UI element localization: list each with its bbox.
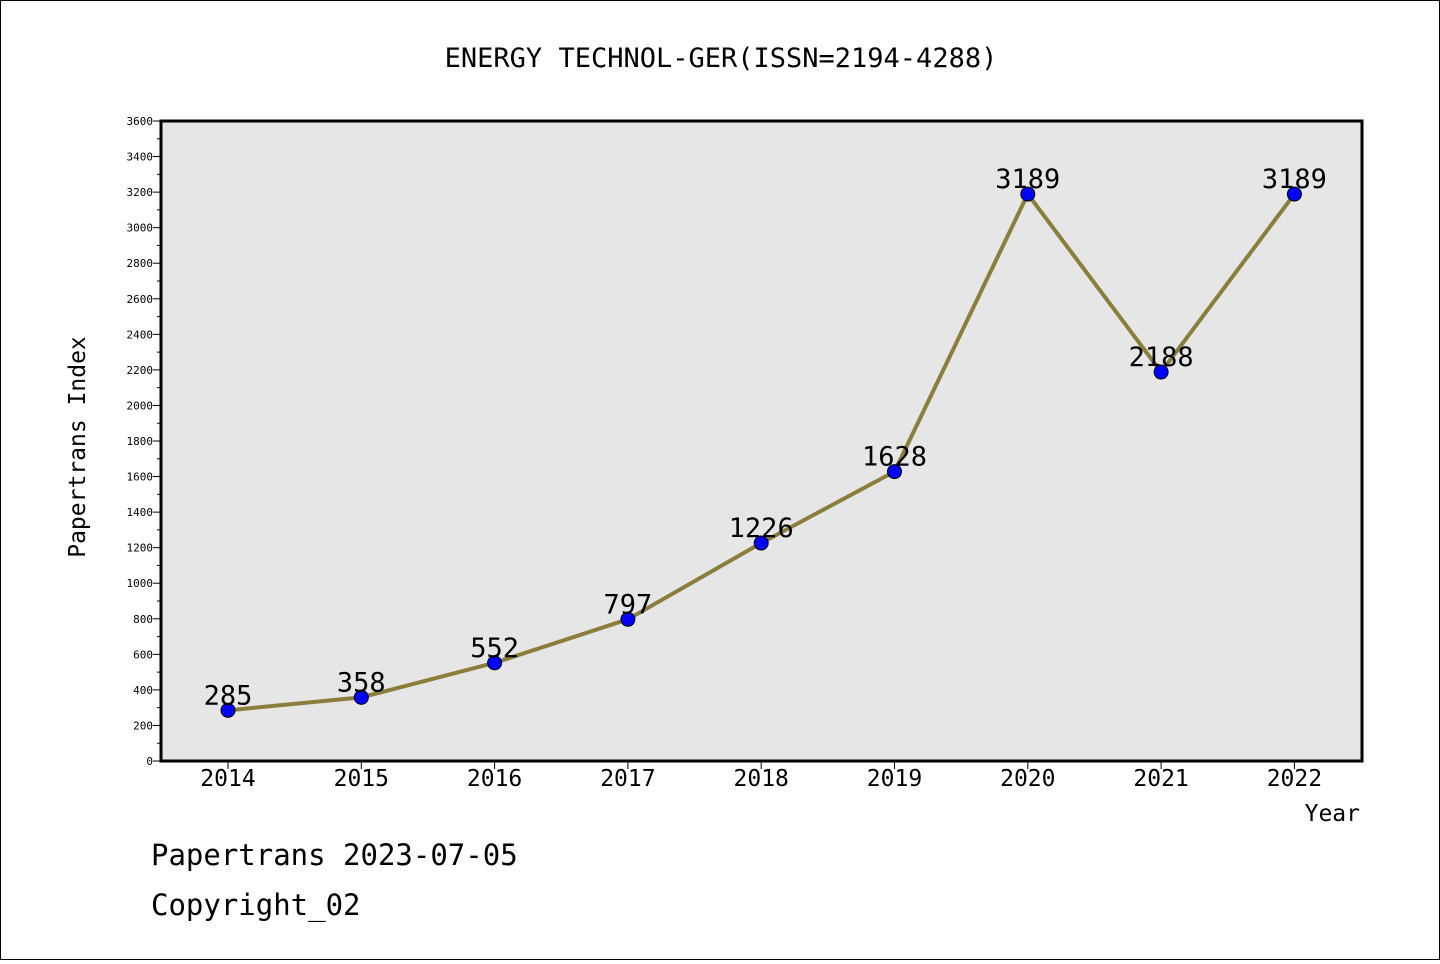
data-label: 3189 <box>1262 164 1327 195</box>
y-tick-label: 0 <box>146 755 153 768</box>
y-axis: 0 200 400 600 800 1000 1200 1400 1600 1800 2000 220… <box>127 115 161 768</box>
data-point <box>220 702 236 718</box>
y-tick-label: 600 <box>133 648 153 661</box>
data-label: 1226 <box>729 513 794 544</box>
data-label: 358 <box>337 667 386 698</box>
footer-stamp: Papertrans 2023-07-05 <box>151 838 518 872</box>
data-label: 3189 <box>995 164 1060 195</box>
y-tick-label: 1600 <box>127 471 154 484</box>
y-tick-label: 800 <box>133 613 153 626</box>
x-tick-label: 2019 <box>867 766 922 792</box>
x-tick-label: 2015 <box>334 766 389 792</box>
data-point <box>753 535 769 551</box>
x-tick-label: 2016 <box>467 766 522 792</box>
x-tick-label: 2021 <box>1133 766 1188 792</box>
x-axis: 2014 2015 2016 2017 2018 2019 2020 2021 2022 <box>200 761 1322 792</box>
data-point <box>620 611 636 627</box>
footer-copyright: Copyright_02 <box>151 888 361 923</box>
data-label: 2188 <box>1129 342 1194 373</box>
data-label: 797 <box>604 589 653 620</box>
y-tick-label: 2600 <box>127 293 154 306</box>
series-markers <box>220 186 1302 718</box>
x-tick-label: 2020 <box>1000 766 1055 792</box>
y-tick-label: 1800 <box>127 435 154 448</box>
y-tick-label: 3200 <box>127 186 154 199</box>
data-label: 1628 <box>862 442 927 473</box>
x-tick-label: 2017 <box>600 766 655 792</box>
x-tick-label: 2022 <box>1267 766 1322 792</box>
y-tick-label: 1400 <box>127 506 154 519</box>
plot-area <box>159 119 1364 763</box>
data-point <box>487 655 503 671</box>
data-point <box>1020 186 1036 202</box>
data-point <box>1286 186 1302 202</box>
y-tick-label: 2200 <box>127 364 154 377</box>
data-labels: 285 358 552 797 1226 1628 3189 2188 3189 <box>204 164 1327 711</box>
x-axis-label: Year <box>1305 801 1360 827</box>
data-label: 285 <box>204 680 253 711</box>
x-tick-label: 2014 <box>200 766 255 792</box>
y-tick-label: 400 <box>133 684 153 697</box>
y-tick-label: 3000 <box>127 222 154 235</box>
y-tick-label: 2800 <box>127 257 154 270</box>
y-axis-label: Papertrans Index <box>65 336 91 558</box>
data-point <box>887 464 902 480</box>
y-tick-label: 2400 <box>127 328 154 341</box>
x-tick-label: 2018 <box>734 766 789 792</box>
data-label: 552 <box>470 633 519 664</box>
data-point <box>353 689 369 705</box>
y-tick-label: 2000 <box>127 399 154 412</box>
y-tick-label: 3400 <box>127 151 154 164</box>
y-tick-label: 1200 <box>127 542 154 555</box>
y-tick-label: 200 <box>133 719 153 732</box>
y-tick-label: 1000 <box>127 577 154 590</box>
data-point <box>1153 364 1169 380</box>
y-tick-label: 3600 <box>127 115 154 128</box>
chart-title: ENERGY TECHNOL-GER(ISSN=2194-4288) <box>445 43 998 74</box>
